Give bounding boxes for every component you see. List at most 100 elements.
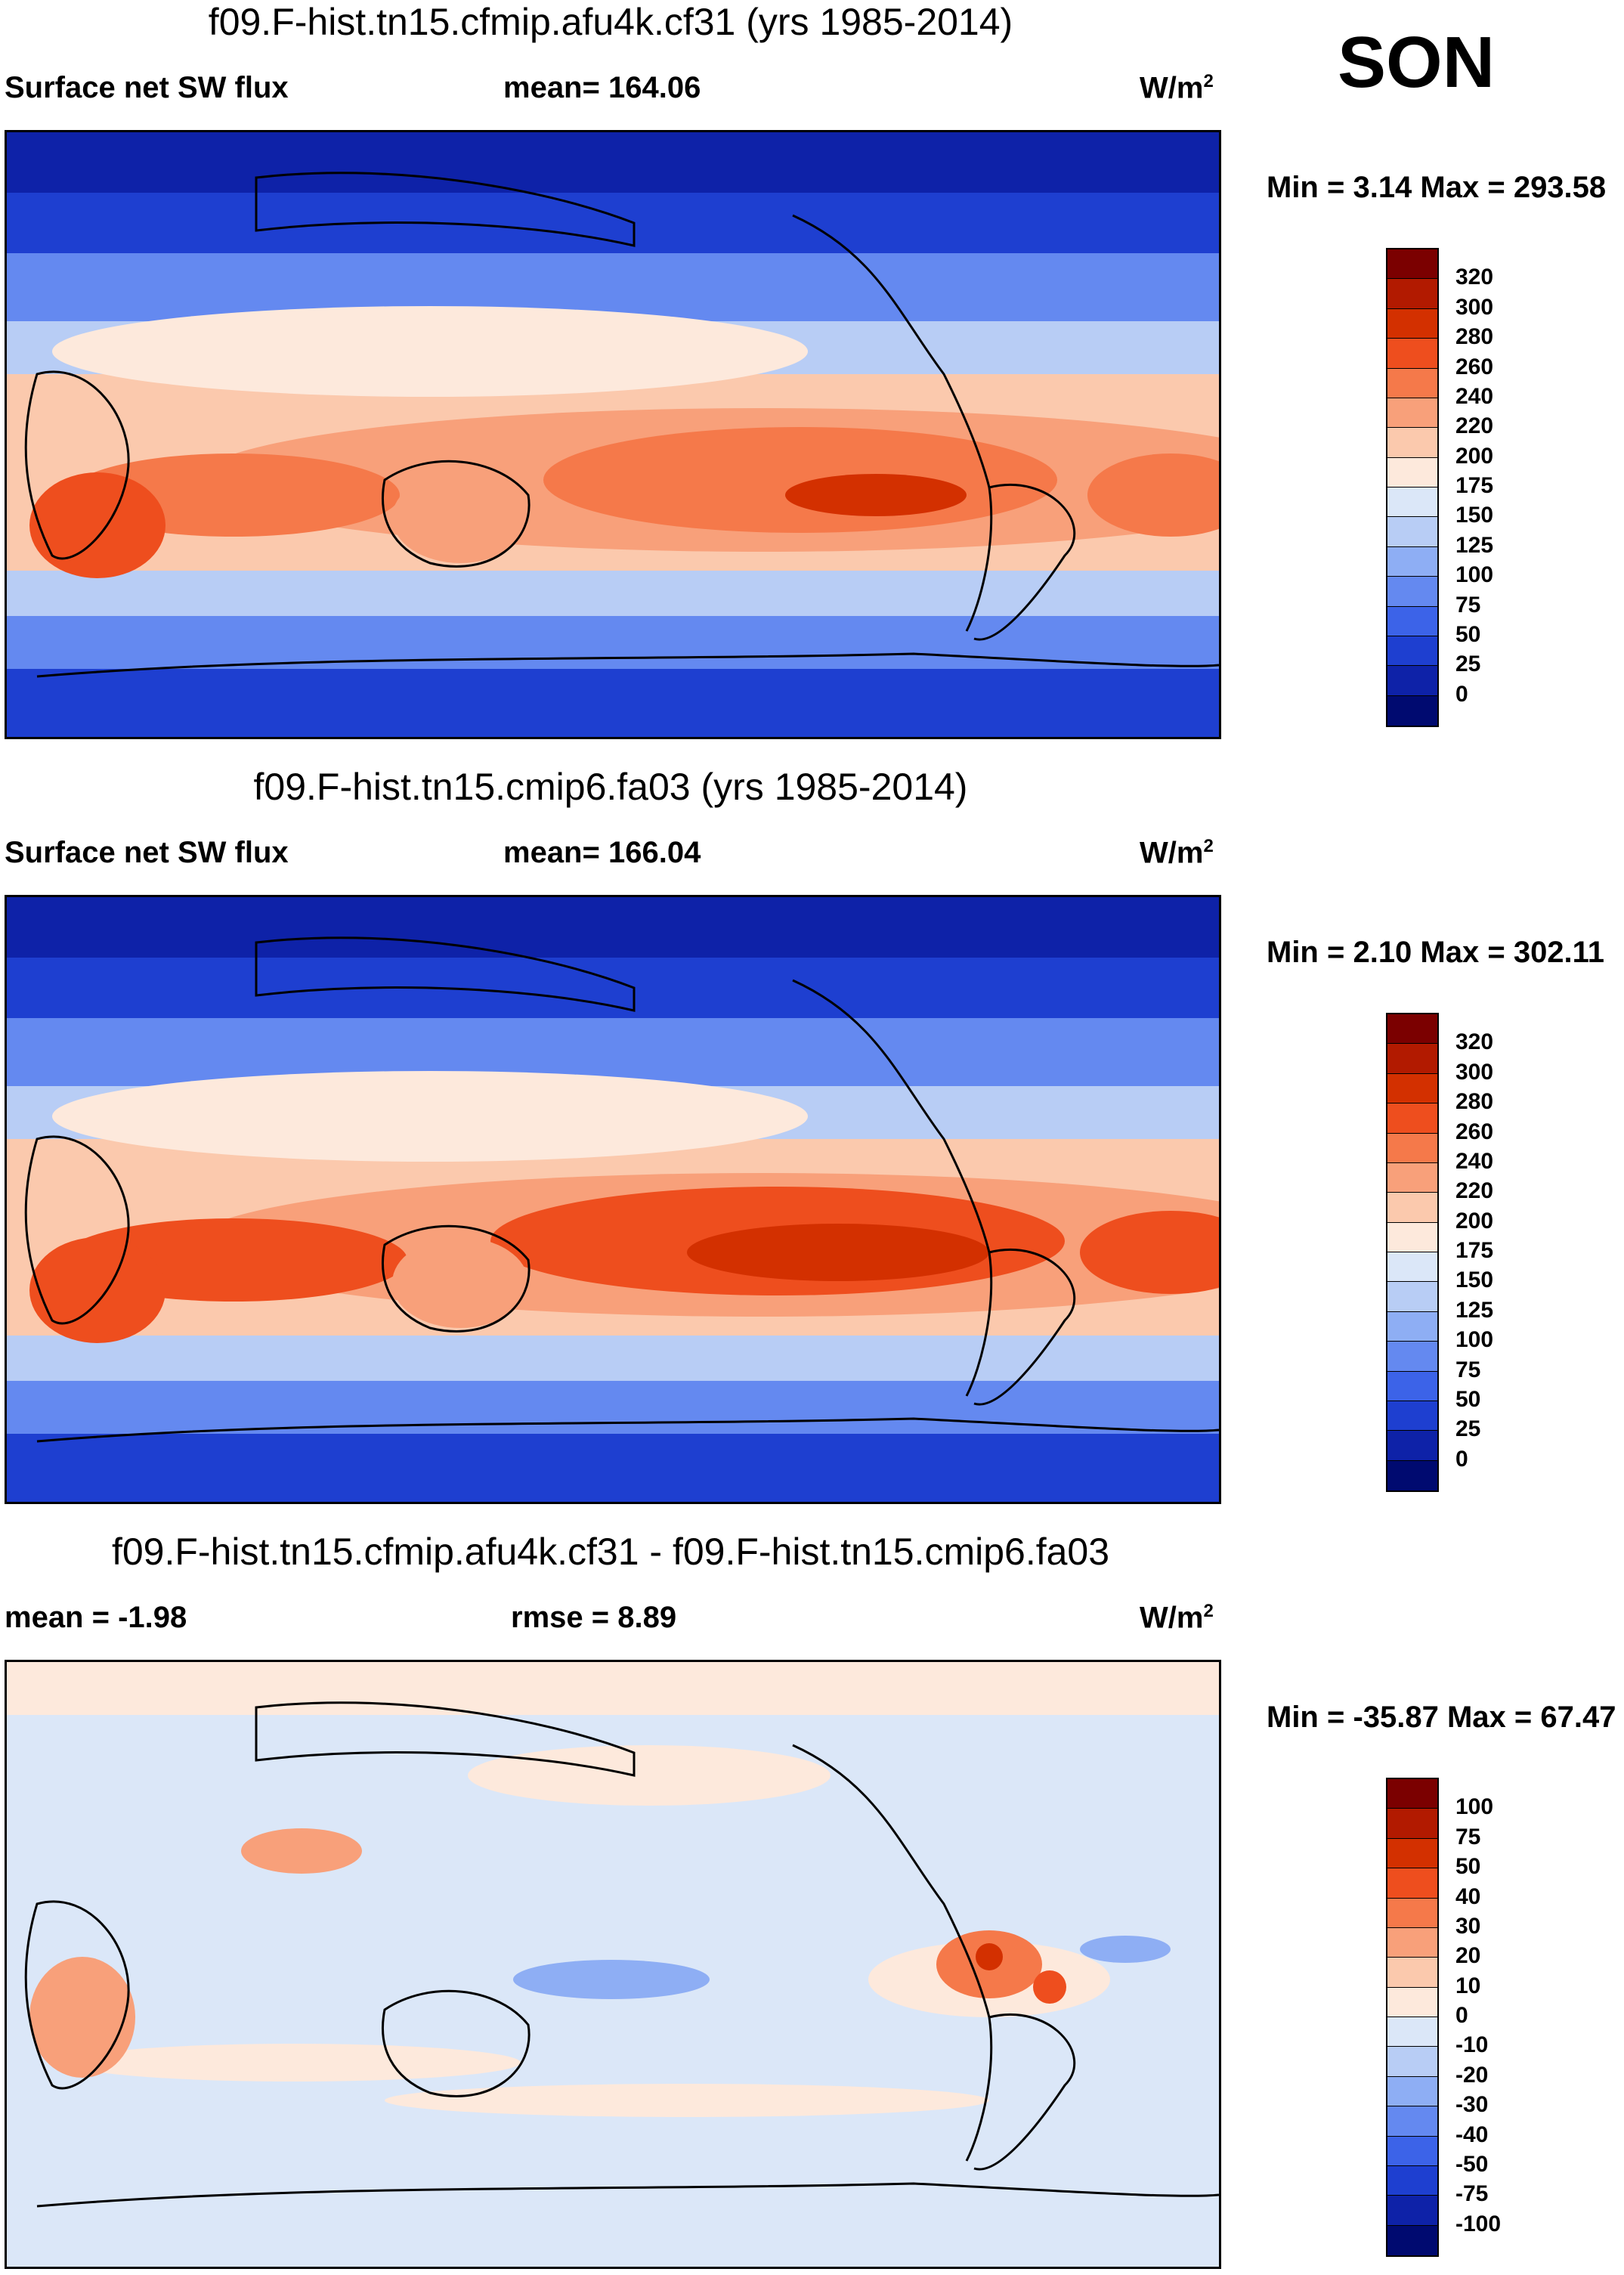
panel1-variable-label: Surface net SW flux (5, 71, 289, 104)
colorbar-tick-label: 50 (1455, 1854, 1481, 1880)
colorbar-swatch (1387, 1133, 1437, 1163)
brazil-core (1033, 1970, 1066, 2004)
panel3-rmse-label: rmse = 8.89 (511, 1601, 677, 1634)
colorbar-swatch (1387, 546, 1437, 577)
colorbar-tick-label: -75 (1455, 2181, 1489, 2207)
negative-patch (513, 1960, 710, 1999)
colorbar-swatch (1387, 695, 1437, 726)
colorbar-swatch (1387, 1222, 1437, 1252)
colorbar-tick-label: 320 (1455, 265, 1494, 290)
colorbar-tick-label: 75 (1455, 1357, 1481, 1382)
colorbar-tick-label: 280 (1455, 1089, 1494, 1115)
colorbar-tick-label: -20 (1455, 2062, 1489, 2088)
subtropic-patch (52, 306, 808, 397)
colorbar-swatch (1387, 368, 1437, 398)
coastline-africa (24, 1900, 130, 2090)
africa-positive-patch (29, 1957, 135, 2078)
panel3-title: f09.F-hist.tn15.cfmip.afu4k.cf31 - f09.F… (111, 1531, 1110, 1573)
colorbar-tick-label: 20 (1455, 1943, 1481, 1969)
band (7, 1336, 1219, 1381)
colorbar-tick-label: -10 (1455, 2032, 1489, 2058)
patch (385, 2084, 989, 2117)
colorbar-tick-label: 50 (1455, 1386, 1481, 1412)
colorbar-tick-label: 75 (1455, 1824, 1481, 1849)
band (7, 1662, 1219, 1715)
band (7, 253, 1219, 321)
map-panel-2 (5, 895, 1221, 1504)
colorbar-tick-label: 100 (1455, 1794, 1494, 1820)
pacific-max (543, 427, 1057, 533)
map-panel-1-field (7, 132, 1219, 737)
coastline-south-america (973, 2013, 1075, 2171)
patch (67, 2044, 521, 2082)
coastline-americas (792, 214, 993, 632)
colorbar-tick-label: 10 (1455, 1973, 1481, 1998)
australia-patch (392, 1237, 528, 1328)
panel1-units: W/m2 (1140, 71, 1214, 105)
colorbar-swatch (1387, 1958, 1437, 1988)
units-exponent: 2 (1203, 836, 1214, 856)
colorbar-swatch (1387, 2076, 1437, 2107)
colorbar-tick-label: 320 (1455, 1029, 1494, 1055)
colorbar-swatch (1387, 606, 1437, 636)
colorbar-swatch (1387, 1838, 1437, 1869)
colorbar-swatch (1387, 398, 1437, 429)
coastline-south-america (973, 483, 1075, 641)
colorbar-tick-label: 0 (1455, 1446, 1468, 1472)
coastline-americas (792, 1744, 993, 2162)
colorbar-tick-label: 280 (1455, 324, 1494, 350)
colorbar-swatch (1387, 1162, 1437, 1193)
coastline-australia (382, 1989, 531, 2097)
colorbar-swatch (1387, 1987, 1437, 2017)
units-base: W/m (1140, 1601, 1204, 1635)
colorbar-swatch (1387, 279, 1437, 309)
coastline-antarctica (36, 652, 1219, 678)
colorbar-tick-label: 150 (1455, 503, 1494, 528)
colorbar-tick-label: -50 (1455, 2151, 1489, 2177)
australia-patch (392, 472, 528, 563)
colorbar-labels-panel-3: 100 75 50 40 30 20 10 0 -10 -20 -30 -40 -50 -75 -100 (1455, 1778, 1546, 2257)
colorbar-swatch (1387, 1073, 1437, 1104)
colorbar-tick-label: 220 (1455, 1178, 1494, 1204)
colorbar-swatch (1387, 1401, 1437, 1432)
colorbar-swatch (1387, 1779, 1437, 1809)
map-panel-3-field (7, 1662, 1219, 2267)
coastline (255, 936, 636, 1012)
panel3-units: W/m2 (1140, 1601, 1214, 1635)
coastline (255, 172, 636, 247)
panel1-minmax: Min = 3.14 Max = 293.58 (1267, 171, 1607, 204)
units-exponent: 2 (1203, 71, 1214, 91)
amazon-core (976, 1943, 1003, 1970)
colorbar-panel-2 (1386, 1013, 1439, 1492)
polar-band-south (7, 1434, 1219, 1502)
colorbar-tick-label: 175 (1455, 473, 1494, 498)
panel2-minmax: Min = 2.10 Max = 302.11 (1267, 936, 1604, 969)
colorbar-panel-3 (1386, 1778, 1439, 2257)
colorbar-tick-label: 100 (1455, 1327, 1494, 1353)
colorbar-tick-label: -40 (1455, 2122, 1489, 2147)
colorbar-swatch (1387, 1431, 1437, 1461)
colorbar-tick-label: 220 (1455, 413, 1494, 439)
band (7, 193, 1219, 253)
colorbar-labels-panel-2: 320 300 280 260 240 220 200 175 150 125 100 75 50 25 0 (1455, 1013, 1546, 1492)
colorbar-tick-label: 200 (1455, 443, 1494, 469)
colorbar-tick-label: 25 (1455, 652, 1481, 677)
asia-positive-patch (241, 1828, 362, 1874)
colorbar-tick-label: 40 (1455, 1883, 1481, 1909)
subtropic-patch (52, 1071, 808, 1162)
africa-max (29, 1237, 165, 1343)
colorbar-labels-panel-1: 320 300 280 260 240 220 200 175 150 125 100 75 50 25 0 (1455, 248, 1546, 727)
colorbar-swatch (1387, 2047, 1437, 2077)
colorbar-tick-label: 100 (1455, 562, 1494, 588)
coastline-americas (792, 979, 993, 1397)
coastline-antarctica (36, 1417, 1219, 1443)
colorbar-swatch (1387, 1311, 1437, 1342)
colorbar-tick-label: 260 (1455, 1119, 1494, 1144)
coastline-africa (24, 1135, 130, 1325)
colorbar-tick-label: 75 (1455, 592, 1481, 618)
north-pacific-patch (468, 1745, 831, 1806)
colorbar-swatch (1387, 1898, 1437, 1928)
colorbar-swatch (1387, 636, 1437, 667)
colorbar-tick-label: 300 (1455, 1059, 1494, 1085)
colorbar-tick-label: 240 (1455, 383, 1494, 409)
